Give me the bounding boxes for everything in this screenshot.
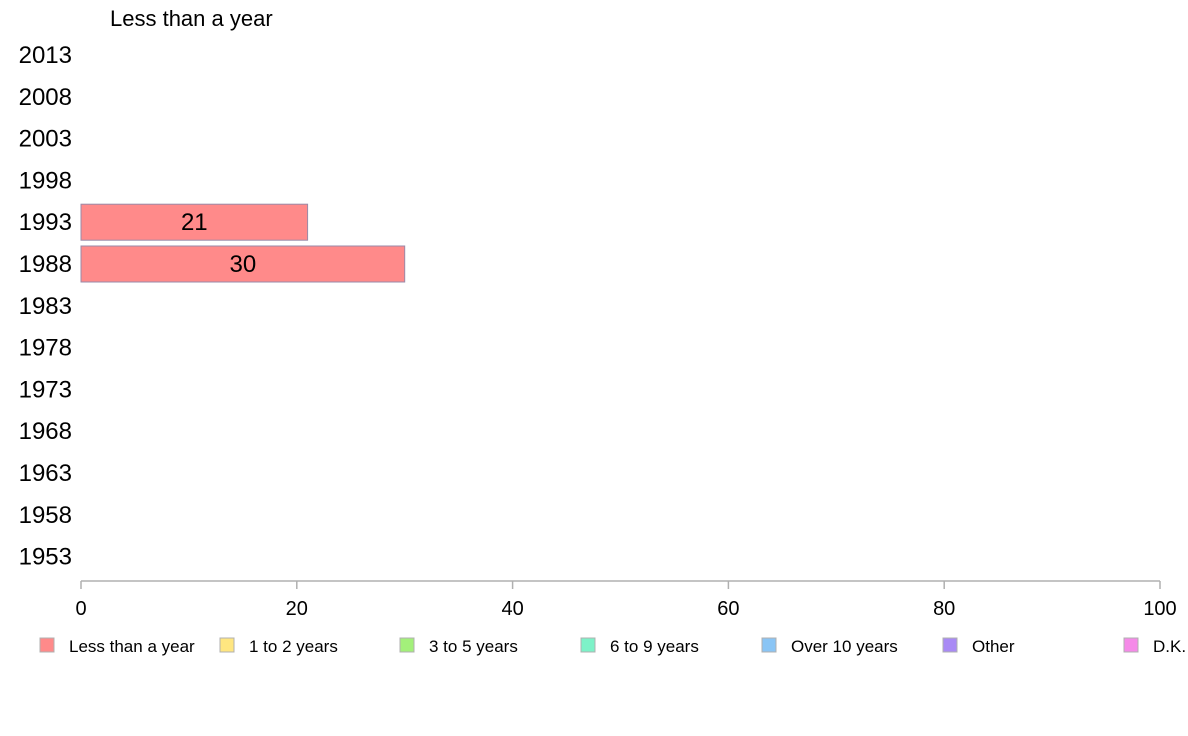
- y-tick-label-2008: 2008: [19, 84, 72, 111]
- x-tick-label-20: 20: [286, 598, 308, 620]
- x-tick-label-80: 80: [933, 598, 955, 620]
- bar-data-label-1988: 30: [229, 251, 256, 278]
- legend-swatch-5: [942, 637, 958, 653]
- y-tick-label-1953: 1953: [19, 544, 72, 571]
- y-tick-label-1993: 1993: [19, 209, 72, 236]
- y-tick-label-1958: 1958: [19, 502, 72, 529]
- y-tick-label-2013: 2013: [19, 42, 72, 69]
- legend-label-5: Other: [972, 637, 1015, 656]
- bar-1988-series-0: [80, 245, 406, 283]
- legend-label-4: Over 10 years: [791, 637, 898, 656]
- x-tick-label-40: 40: [501, 598, 523, 620]
- legend-swatch-6: [1123, 637, 1139, 653]
- legend-label-3: 6 to 9 years: [610, 637, 699, 656]
- y-tick-label-1978: 1978: [19, 335, 72, 362]
- x-tick-label-60: 60: [717, 598, 739, 620]
- y-tick-label-1963: 1963: [19, 460, 72, 487]
- y-tick-label-2003: 2003: [19, 126, 72, 153]
- x-tick-label-0: 0: [75, 598, 86, 620]
- y-tick-label-1998: 1998: [19, 167, 72, 194]
- legend-swatch-4: [761, 637, 777, 653]
- y-tick-label-1988: 1988: [19, 251, 72, 278]
- legend-label-2: 3 to 5 years: [429, 637, 518, 656]
- legend-label-0: Less than a year: [69, 637, 195, 656]
- legend-label-1: 1 to 2 years: [249, 637, 338, 656]
- bar-data-label-1993: 21: [181, 209, 208, 236]
- y-tick-label-1983: 1983: [19, 293, 72, 320]
- legend-swatch-0: [39, 637, 55, 653]
- y-tick-label-1968: 1968: [19, 418, 72, 445]
- y-tick-label-1973: 1973: [19, 376, 72, 403]
- legend-swatch-2: [399, 637, 415, 653]
- chart-title: Less than a year: [110, 6, 273, 31]
- bar-1993-series-0: [80, 203, 309, 241]
- legend-label-6: D.K.: [1153, 637, 1186, 656]
- legend-swatch-1: [219, 637, 235, 653]
- x-tick-label-100: 100: [1143, 598, 1176, 620]
- legend-swatch-3: [580, 637, 596, 653]
